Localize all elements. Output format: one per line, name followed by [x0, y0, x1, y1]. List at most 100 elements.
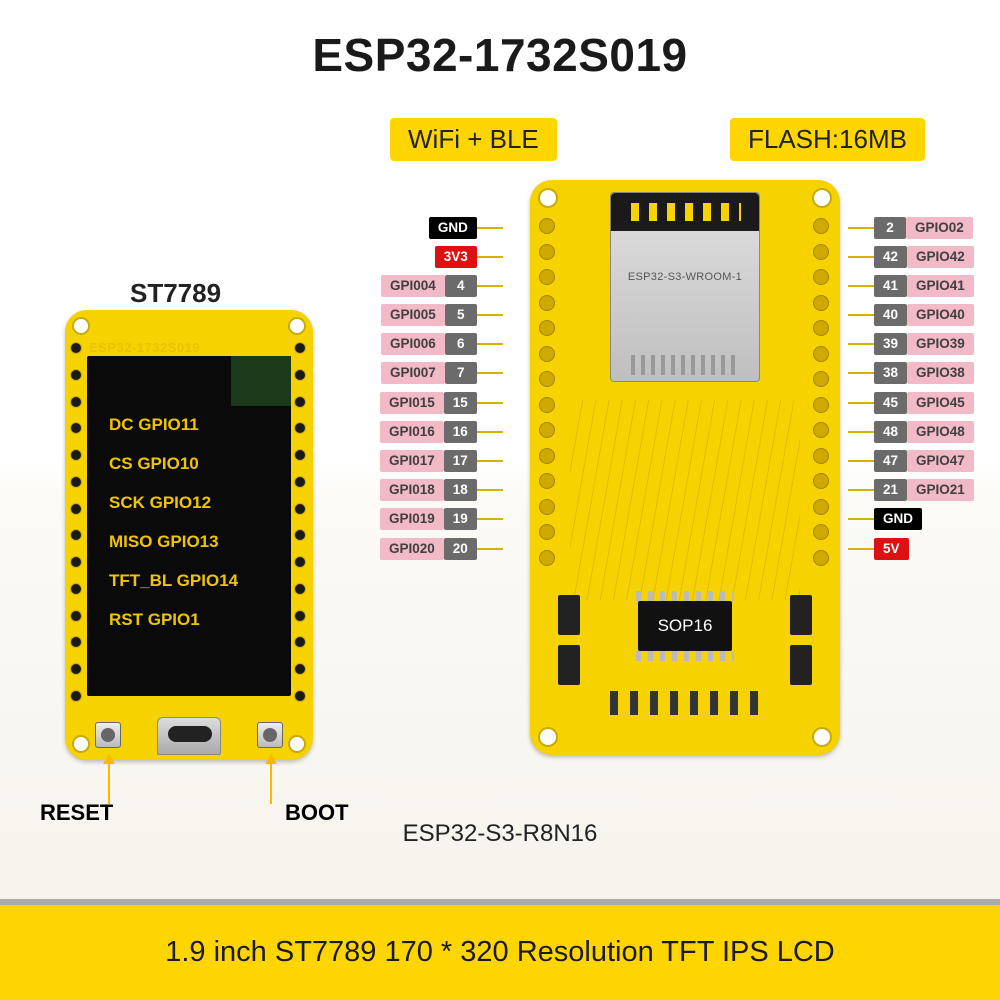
banner-text: 1.9 inch ST7789 170 * 320 Resolution TFT… — [165, 936, 835, 969]
pin-name: GPIO45 — [907, 392, 974, 414]
mounting-hole — [72, 317, 90, 335]
banner-accent — [0, 899, 1000, 905]
pin-row: GND — [429, 215, 503, 240]
page-title: ESP32-1732S019 — [0, 0, 1000, 82]
pin-number: 18 — [444, 479, 477, 501]
arrow-boot — [270, 756, 272, 804]
pin-number: 16 — [444, 421, 477, 443]
lcd-pin-line: SCK GPIO12 — [87, 494, 238, 511]
pin-header-right — [813, 218, 831, 566]
pin-3v3: 3V3 — [435, 246, 477, 268]
boot-button — [257, 722, 283, 748]
pin-name: GPI005 — [381, 304, 445, 326]
pin-row: GPI0044 — [381, 273, 503, 298]
pin-row: 48GPIO48 — [848, 419, 974, 444]
pin-number: 20 — [444, 538, 477, 560]
pin-number: 5 — [445, 304, 477, 326]
pin-number: 19 — [444, 508, 477, 530]
pin-number: 40 — [874, 304, 907, 326]
pin-header-right — [294, 342, 308, 702]
lcd-pin-line: TFT_BL GPIO14 — [87, 572, 238, 589]
pcb-traces — [570, 400, 800, 600]
reset-button — [95, 722, 121, 748]
flex-cable — [231, 356, 291, 406]
lcd-pin-line: MISO GPIO13 — [87, 533, 238, 550]
pin-row: GPI01818 — [380, 478, 503, 503]
silkscreen-model: ESP32-1732S019 — [89, 340, 200, 355]
module-marking: ESP32-S3-WROOM-1 — [611, 271, 759, 283]
module-pads — [631, 355, 741, 375]
pin-name: GPIO47 — [907, 450, 974, 472]
smd-component — [790, 595, 812, 635]
pin-number: 4 — [445, 275, 477, 297]
pin-row: 41GPIO41 — [848, 273, 974, 298]
pin-gnd: GND — [429, 217, 477, 239]
mounting-hole — [72, 735, 90, 753]
usb-c-port — [157, 717, 221, 755]
lcd-screen: DC GPIO11 CS GPIO10 SCK GPIO12 MISO GPIO13 T… — [87, 356, 291, 696]
badge-wifi-ble: WiFi + BLE — [390, 118, 557, 161]
lcd-pin-line: RST GPIO1 — [87, 611, 238, 628]
lcd-pin-line: DC GPIO11 — [87, 416, 238, 433]
board-back: ESP32-S3-WROOM-1 SOP16 — [530, 180, 840, 755]
pin-number: 2 — [874, 217, 906, 239]
pin-row: 47GPIO47 — [848, 449, 974, 474]
mounting-hole — [288, 735, 306, 753]
pin-number: 6 — [445, 333, 477, 355]
pin-row: GND — [848, 507, 922, 532]
mounting-hole — [812, 727, 832, 747]
pin-name: GPI020 — [380, 538, 444, 560]
pin-number: 38 — [874, 362, 907, 384]
pin-number: 45 — [874, 392, 907, 414]
sop16-chip: SOP16 — [638, 601, 732, 651]
pin-number: 39 — [874, 333, 907, 355]
smd-component — [790, 645, 812, 685]
pin-name: GPI016 — [380, 421, 444, 443]
pin-number: 41 — [874, 275, 907, 297]
pin-number: 21 — [874, 479, 907, 501]
pin-row: 2GPIO02 — [848, 215, 973, 240]
pin-name: GPIO48 — [907, 421, 974, 443]
pin-number: 47 — [874, 450, 907, 472]
pin-row: GPI02020 — [380, 536, 503, 561]
pin-row: GPI01515 — [380, 390, 503, 415]
esp32-module: ESP32-S3-WROOM-1 — [610, 192, 760, 382]
pin-row: GPI0077 — [381, 361, 503, 386]
pin-row: GPI01919 — [380, 507, 503, 532]
pin-number: 7 — [445, 362, 477, 384]
pin-name: GPIO42 — [907, 246, 974, 268]
lcd-pin-line: CS GPIO10 — [87, 455, 238, 472]
pin-name: GPIO21 — [907, 479, 974, 501]
pin-5v: 5V — [874, 538, 909, 560]
pin-row: 5V — [848, 536, 909, 561]
pin-name: GPI019 — [380, 508, 444, 530]
mounting-hole — [538, 727, 558, 747]
pin-row: 42GPIO42 — [848, 244, 974, 269]
pin-row: GPI0066 — [381, 332, 503, 357]
pin-row: GPI0055 — [381, 303, 503, 328]
pin-row: 21GPIO21 — [848, 478, 974, 503]
mounting-hole — [538, 188, 558, 208]
pin-name: GPIO02 — [906, 217, 973, 239]
pin-name: GPI018 — [380, 479, 444, 501]
smd-component — [558, 595, 580, 635]
pin-number: 42 — [874, 246, 907, 268]
bottom-banner: 1.9 inch ST7789 170 * 320 Resolution TFT… — [0, 905, 1000, 1000]
pin-header-left — [70, 342, 84, 702]
driver-label: ST7789 — [130, 278, 221, 309]
pin-name: GPI007 — [381, 362, 445, 384]
pin-gnd: GND — [874, 508, 922, 530]
lcd-pin-list: DC GPIO11 CS GPIO10 SCK GPIO12 MISO GPIO13 T… — [87, 416, 238, 628]
pin-number: 17 — [444, 450, 477, 472]
antenna — [611, 193, 759, 231]
pin-row: 38GPIO38 — [848, 361, 974, 386]
mounting-hole — [812, 188, 832, 208]
smd-component — [558, 645, 580, 685]
pin-name: GPI017 — [380, 450, 444, 472]
pin-row: GPI01717 — [380, 449, 503, 474]
pin-name: GPI006 — [381, 333, 445, 355]
pin-name: GPI004 — [381, 275, 445, 297]
pinout-right: 2GPIO0242GPIO4241GPIO4140GPIO4039GPIO393… — [848, 215, 974, 561]
pin-name: GPIO41 — [907, 275, 974, 297]
pinout-left: GND3V3GPI0044GPI0055GPI0066GPI0077GPI015… — [380, 215, 503, 561]
